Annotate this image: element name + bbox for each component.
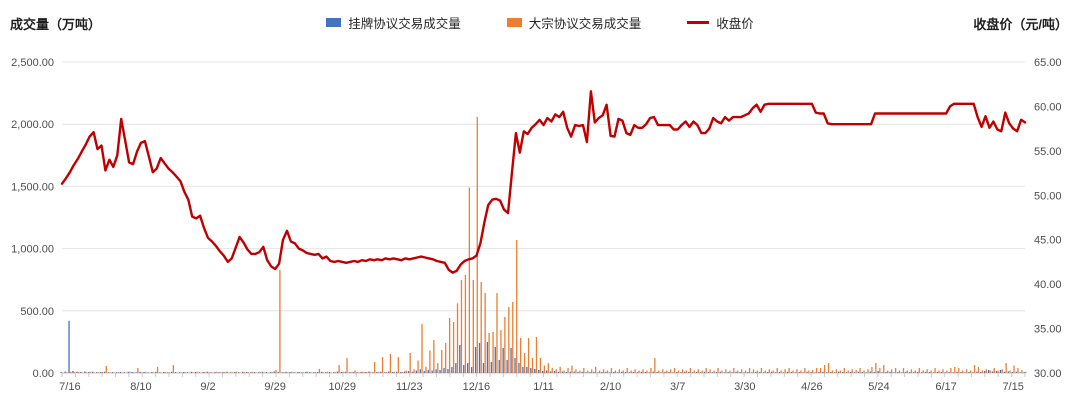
svg-text:3/7: 3/7 [670,381,685,393]
svg-text:1,500.00: 1,500.00 [11,181,54,193]
left-axis-title: 成交量（万吨） [10,17,102,32]
svg-text:2/10: 2/10 [600,381,621,393]
svg-text:55.00: 55.00 [1034,146,1062,158]
legend-item-block-agreement-volume[interactable]: 大宗协议交易成交量 [506,13,642,32]
red-line-swatch-icon [687,21,710,24]
legend-item-listed-agreement-volume[interactable]: 挂牌协议交易成交量 [326,13,461,32]
svg-text:7/16: 7/16 [59,381,80,393]
legend-item-closing-price[interactable]: 收盘价 [687,13,754,32]
svg-text:50.00: 50.00 [1034,190,1062,202]
svg-text:6/17: 6/17 [935,381,956,393]
svg-text:7/15: 7/15 [1002,381,1023,393]
svg-text:8/10: 8/10 [130,381,151,393]
svg-text:1/11: 1/11 [533,381,554,393]
svg-text:500.00: 500.00 [20,306,54,318]
svg-text:35.00: 35.00 [1034,324,1062,336]
legend-label-listed-agreement-volume: 挂牌协议交易成交量 [348,17,461,31]
svg-text:60.00: 60.00 [1034,101,1062,113]
svg-text:3/30: 3/30 [734,381,755,393]
svg-text:45.00: 45.00 [1034,235,1062,247]
svg-text:11/23: 11/23 [396,381,423,393]
svg-text:65.00: 65.00 [1034,57,1062,69]
svg-text:2,000.00: 2,000.00 [11,119,54,131]
svg-text:5/24: 5/24 [868,381,889,393]
svg-text:2,500.00: 2,500.00 [11,57,54,69]
right-axis-title: 收盘价（元/吨） [973,17,1068,32]
svg-text:9/2: 9/2 [200,381,215,393]
svg-text:0.00: 0.00 [33,368,54,380]
svg-text:40.00: 40.00 [1034,279,1062,291]
svg-text:4/26: 4/26 [801,381,822,393]
legend-label-closing-price: 收盘价 [716,17,754,31]
blue-bar-swatch-icon [326,18,342,27]
svg-text:10/29: 10/29 [328,381,356,393]
svg-text:12/16: 12/16 [463,381,491,393]
orange-bar-swatch-icon [506,18,522,27]
legend-label-block-agreement-volume: 大宗协议交易成交量 [528,17,642,31]
chart-legend: 挂牌协议交易成交量 大宗协议交易成交量 收盘价 [0,13,1080,32]
svg-text:1,000.00: 1,000.00 [11,244,54,256]
svg-text:30.00: 30.00 [1034,368,1062,380]
svg-text:9/29: 9/29 [264,381,285,393]
